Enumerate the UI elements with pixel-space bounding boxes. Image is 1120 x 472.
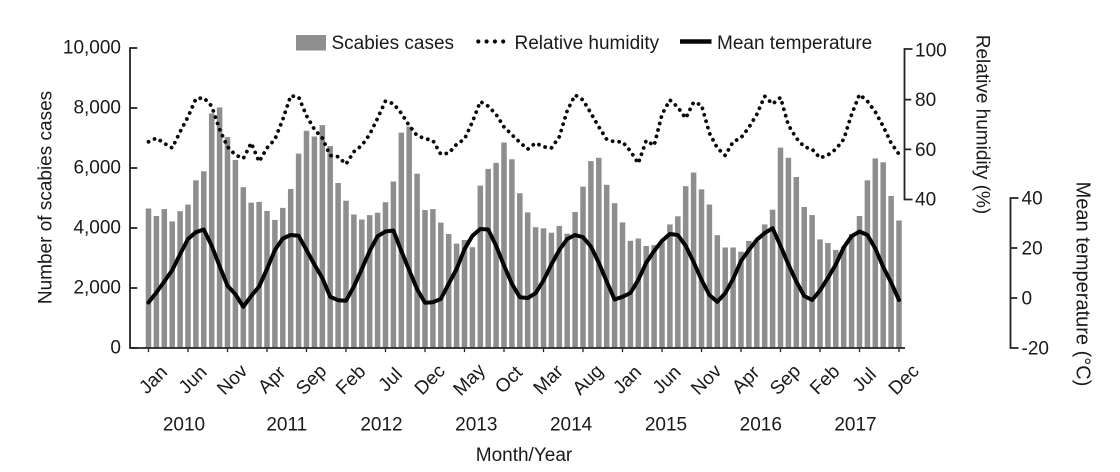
svg-text:Jun: Jun bbox=[649, 362, 686, 399]
svg-text:Mean temperature (°C): Mean temperature (°C) bbox=[1072, 182, 1094, 387]
svg-text:0: 0 bbox=[1022, 289, 1033, 310]
svg-text:Nov: Nov bbox=[213, 360, 252, 399]
svg-text:2013: 2013 bbox=[455, 415, 497, 436]
svg-text:-20: -20 bbox=[1022, 339, 1049, 360]
svg-text:Mar: Mar bbox=[530, 361, 568, 399]
svg-text:Sep: Sep bbox=[766, 361, 805, 400]
svg-text:Number of scabies cases: Number of scabies cases bbox=[36, 91, 57, 304]
svg-text:2011: 2011 bbox=[266, 415, 307, 436]
svg-text:Dec: Dec bbox=[885, 361, 924, 400]
svg-text:80: 80 bbox=[915, 90, 936, 111]
svg-text:100: 100 bbox=[915, 41, 947, 62]
svg-text:Scabies cases: Scabies cases bbox=[332, 33, 455, 54]
svg-text:Jan: Jan bbox=[135, 362, 172, 399]
svg-text:Mean temperature: Mean temperature bbox=[717, 33, 872, 54]
svg-text:40: 40 bbox=[1022, 189, 1043, 210]
svg-text:Nov: Nov bbox=[687, 360, 726, 399]
svg-text:Apr: Apr bbox=[254, 362, 290, 398]
svg-text:Feb: Feb bbox=[806, 361, 844, 399]
svg-text:Sep: Sep bbox=[292, 361, 331, 400]
svg-text:8,000: 8,000 bbox=[73, 98, 121, 119]
svg-text:20: 20 bbox=[1022, 239, 1043, 260]
svg-text:2017: 2017 bbox=[834, 415, 876, 436]
svg-text:0: 0 bbox=[110, 338, 121, 359]
svg-text:Aug: Aug bbox=[569, 361, 608, 400]
svg-text:Relative humidity: Relative humidity bbox=[515, 33, 660, 54]
svg-text:Jan: Jan bbox=[609, 362, 646, 399]
svg-text:2015: 2015 bbox=[645, 415, 687, 436]
svg-text:10,000: 10,000 bbox=[63, 38, 121, 59]
svg-text:2010: 2010 bbox=[163, 415, 205, 436]
svg-text:2014: 2014 bbox=[550, 415, 593, 436]
svg-text:40: 40 bbox=[915, 190, 936, 211]
svg-text:Jul: Jul bbox=[849, 364, 881, 396]
svg-text:Relative humidity (%): Relative humidity (%) bbox=[972, 35, 993, 215]
svg-text:Month/Year: Month/Year bbox=[476, 445, 573, 466]
svg-text:2012: 2012 bbox=[360, 415, 402, 436]
svg-text:Feb: Feb bbox=[332, 361, 370, 399]
svg-text:Jun: Jun bbox=[175, 362, 212, 399]
svg-text:2016: 2016 bbox=[740, 415, 782, 436]
svg-text:Apr: Apr bbox=[728, 362, 764, 398]
svg-text:2,000: 2,000 bbox=[73, 278, 121, 299]
svg-text:May: May bbox=[450, 360, 491, 401]
svg-text:Dec: Dec bbox=[411, 361, 450, 400]
svg-text:Jul: Jul bbox=[375, 364, 407, 396]
svg-text:60: 60 bbox=[915, 140, 936, 161]
svg-text:6,000: 6,000 bbox=[73, 158, 121, 179]
svg-text:4,000: 4,000 bbox=[73, 218, 121, 239]
svg-text:Oct: Oct bbox=[491, 362, 527, 398]
